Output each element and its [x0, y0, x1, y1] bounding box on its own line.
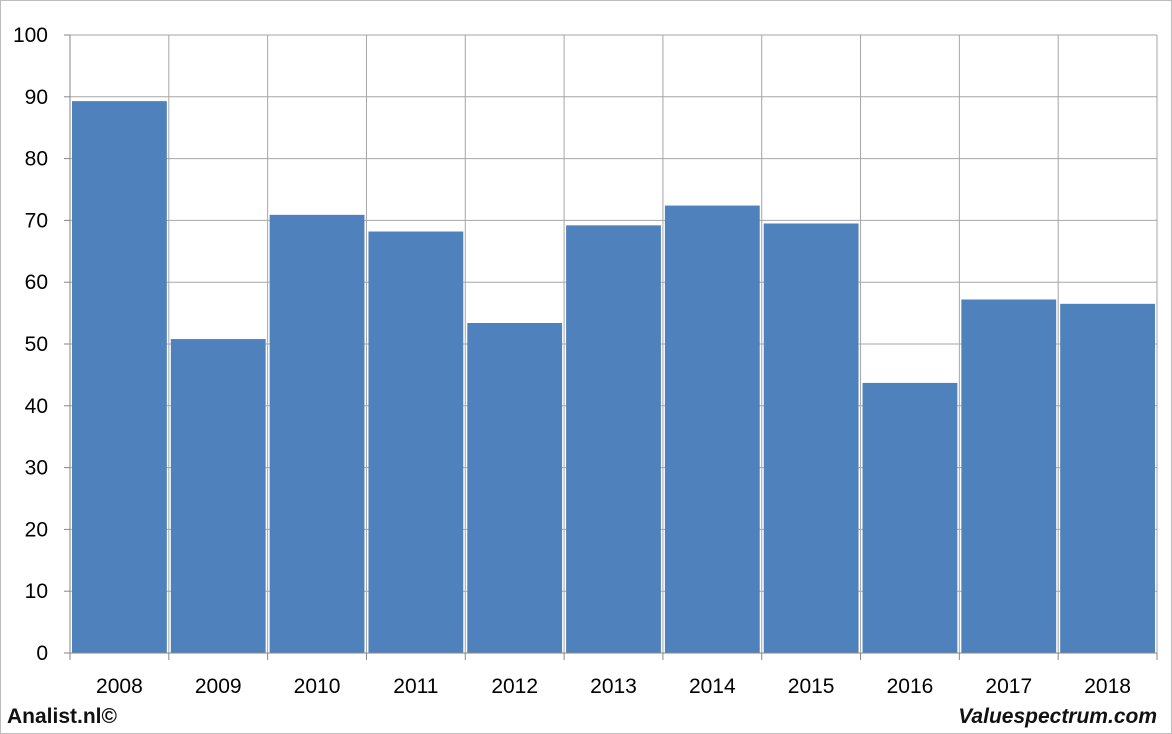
bar-2017 — [961, 299, 1057, 653]
axes — [64, 34, 1158, 660]
bar-2010 — [269, 214, 365, 653]
x-tick-label: 2012 — [491, 675, 538, 698]
y-tick-label: 10 — [25, 580, 48, 603]
y-tick-label: 20 — [25, 518, 48, 541]
x-tick-label: 2009 — [195, 675, 242, 698]
bar-2012 — [467, 322, 563, 653]
source-label-right: Valuespectrum.com — [958, 705, 1157, 728]
x-tick-label: 2008 — [96, 675, 143, 698]
x-tick-label: 2011 — [393, 675, 438, 698]
bar-2008 — [72, 101, 167, 654]
y-tick-label: 50 — [25, 333, 48, 356]
y-tick-label: 80 — [25, 148, 48, 171]
y-tick-label: 100 — [13, 24, 48, 47]
y-tick-label: 90 — [25, 86, 48, 109]
x-tick-label: 2010 — [294, 675, 341, 698]
x-tick-labels: 2008 2009 2010 2011 2012 2013 2014 2015 2016 2017… — [96, 675, 1131, 698]
x-tick-label: 2017 — [985, 675, 1032, 698]
x-tick-label: 2016 — [887, 675, 934, 698]
bar-2018 — [1060, 303, 1155, 653]
bars — [72, 101, 1155, 654]
bar-2011 — [368, 231, 464, 654]
y-tick-label: 40 — [25, 395, 48, 418]
x-tick-label: 2013 — [590, 675, 637, 698]
bar-2014 — [664, 205, 760, 653]
x-tick-label: 2014 — [689, 675, 736, 698]
y-tick-label: 0 — [36, 642, 48, 665]
bar-2015 — [763, 223, 859, 654]
bar-2013 — [566, 225, 661, 653]
bar-2009 — [170, 339, 266, 653]
y-tick-label: 60 — [25, 271, 48, 294]
x-tick-label: 2018 — [1084, 675, 1131, 698]
source-label-left: Analist.nl© — [7, 705, 117, 728]
y-tick-label: 70 — [25, 209, 48, 232]
bar-2016 — [862, 382, 958, 653]
x-tick-label: 2015 — [788, 675, 835, 698]
y-tick-label: 30 — [25, 457, 48, 480]
y-tick-labels: 0 10 20 30 40 50 60 70 80 90 100 — [13, 24, 48, 665]
